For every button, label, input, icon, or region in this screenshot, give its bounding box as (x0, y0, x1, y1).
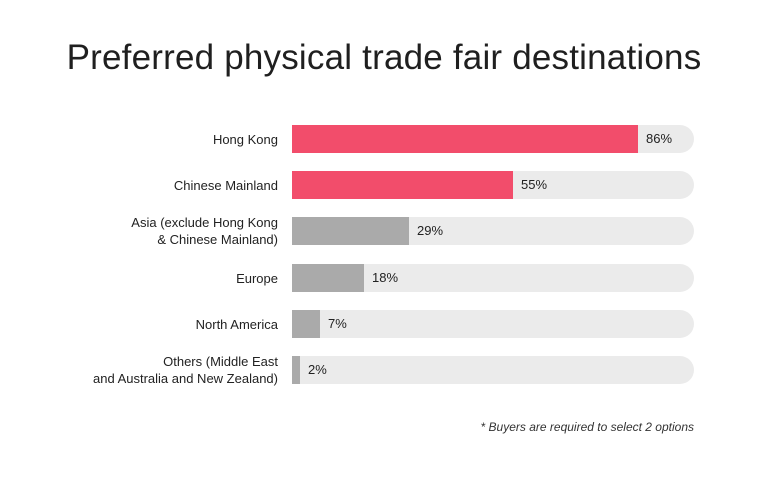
bar (292, 217, 409, 245)
bar (292, 310, 320, 338)
bar (292, 125, 638, 153)
category-label: Hong Kong (213, 131, 278, 148)
bar-track: 18% (292, 264, 694, 292)
category-label-line: North America (195, 317, 278, 332)
value-label: 7% (328, 316, 347, 331)
bar-track: 2% (292, 356, 694, 384)
category-label: Asia (exclude Hong Kong & Chinese Mainlan… (131, 214, 278, 248)
bar (292, 171, 513, 199)
bar (292, 356, 300, 384)
category-label-line: Asia (exclude Hong Kong (131, 215, 278, 230)
bar-track: 29% (292, 217, 694, 245)
value-label: 29% (417, 223, 444, 238)
category-label-line: Europe (236, 271, 278, 286)
bar-track: 7% (292, 310, 694, 338)
bar-track: 55% (292, 171, 694, 199)
category-label-line: Others (Middle East (163, 354, 278, 369)
category-label-line: Chinese Mainland (173, 178, 278, 193)
category-label: North America (196, 316, 278, 333)
category-label-line: Hong Kong (212, 132, 278, 147)
category-label: Europe (236, 270, 278, 287)
value-label: 2% (308, 362, 327, 377)
value-label: 18% (372, 270, 399, 285)
category-label-line: and Australia and New Zealand) (92, 371, 278, 386)
bar-track: 86% (292, 125, 694, 153)
category-label-line: & Chinese Mainland) (157, 232, 278, 247)
category-label: Chinese Mainland (174, 177, 278, 194)
footnote: * Buyers are required to select 2 option… (480, 420, 694, 434)
value-label: 86% (646, 131, 673, 146)
bar (292, 264, 364, 292)
value-label: 55% (521, 177, 548, 192)
chart-title: Preferred physical trade fair destinatio… (66, 38, 702, 77)
category-label: Others (Middle East and Australia and New… (93, 353, 278, 387)
